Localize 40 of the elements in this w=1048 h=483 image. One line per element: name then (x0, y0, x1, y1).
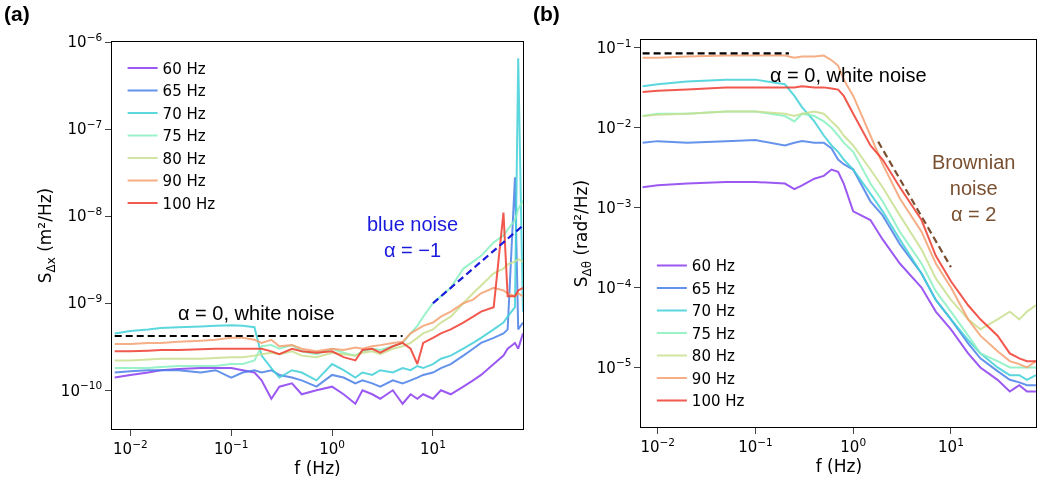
x-tick-label: 10$^{0}$ (319, 437, 345, 458)
annotation: blue noise α = −1 (367, 213, 459, 261)
legend-label: 70 Hz (691, 302, 735, 321)
annotation: α = 0, white noise (770, 64, 927, 86)
y-tick-label: 10$^{−5}$ (596, 356, 632, 377)
y-tick-label: 10$^{−10}$ (60, 379, 103, 400)
x-tick-label: 10$^{−2}$ (640, 435, 676, 456)
legend-label: 100 Hz (162, 194, 216, 213)
x-tick-label: 10$^{1}$ (420, 437, 446, 458)
chart-title: (b) (533, 2, 560, 25)
legend-label: 90 Hz (162, 172, 206, 191)
x-tick-label: 10$^{−1}$ (213, 437, 249, 458)
legend-label: 80 Hz (691, 347, 735, 366)
legend-label: 75 Hz (691, 324, 735, 343)
x-tick-label: 10$^{−1}$ (738, 435, 773, 456)
x-tick-label: 10$^{1}$ (938, 435, 964, 456)
y-tick-label: 10$^{−8}$ (67, 205, 103, 226)
legend-label: 70 Hz (162, 104, 206, 123)
y-tick-label: 10$^{−2}$ (596, 116, 632, 137)
x-tick-label: 10$^{0}$ (840, 435, 867, 456)
y-tick-label: 10$^{−4}$ (596, 276, 632, 297)
annotation: α = 0, white noise (178, 302, 335, 324)
y-tick-label: 10$^{−7}$ (67, 118, 103, 139)
legend-label: 90 Hz (691, 369, 735, 388)
x-tick-label: 10$^{−2}$ (113, 437, 148, 458)
chart-title: (a) (4, 2, 30, 25)
legend-label: 60 Hz (162, 59, 206, 78)
legend-label: 65 Hz (691, 279, 735, 298)
x-axis-title: f (Hz) (294, 457, 341, 478)
annotation: Brownian noise α = 2 (932, 151, 1016, 225)
legend-label: 80 Hz (162, 149, 206, 168)
legend-label: 60 Hz (691, 257, 735, 276)
x-axis-title: f (Hz) (815, 455, 863, 476)
legend-label: 100 Hz (691, 392, 745, 411)
y-tick-label: 10$^{−3}$ (596, 196, 632, 217)
y-tick-label: 10$^{−6}$ (67, 30, 103, 52)
y-tick-label: 10$^{−9}$ (67, 292, 103, 313)
legend-label: 65 Hz (162, 82, 206, 101)
y-tick-label: 10$^{−1}$ (596, 36, 632, 58)
legend-label: 75 Hz (162, 127, 206, 146)
